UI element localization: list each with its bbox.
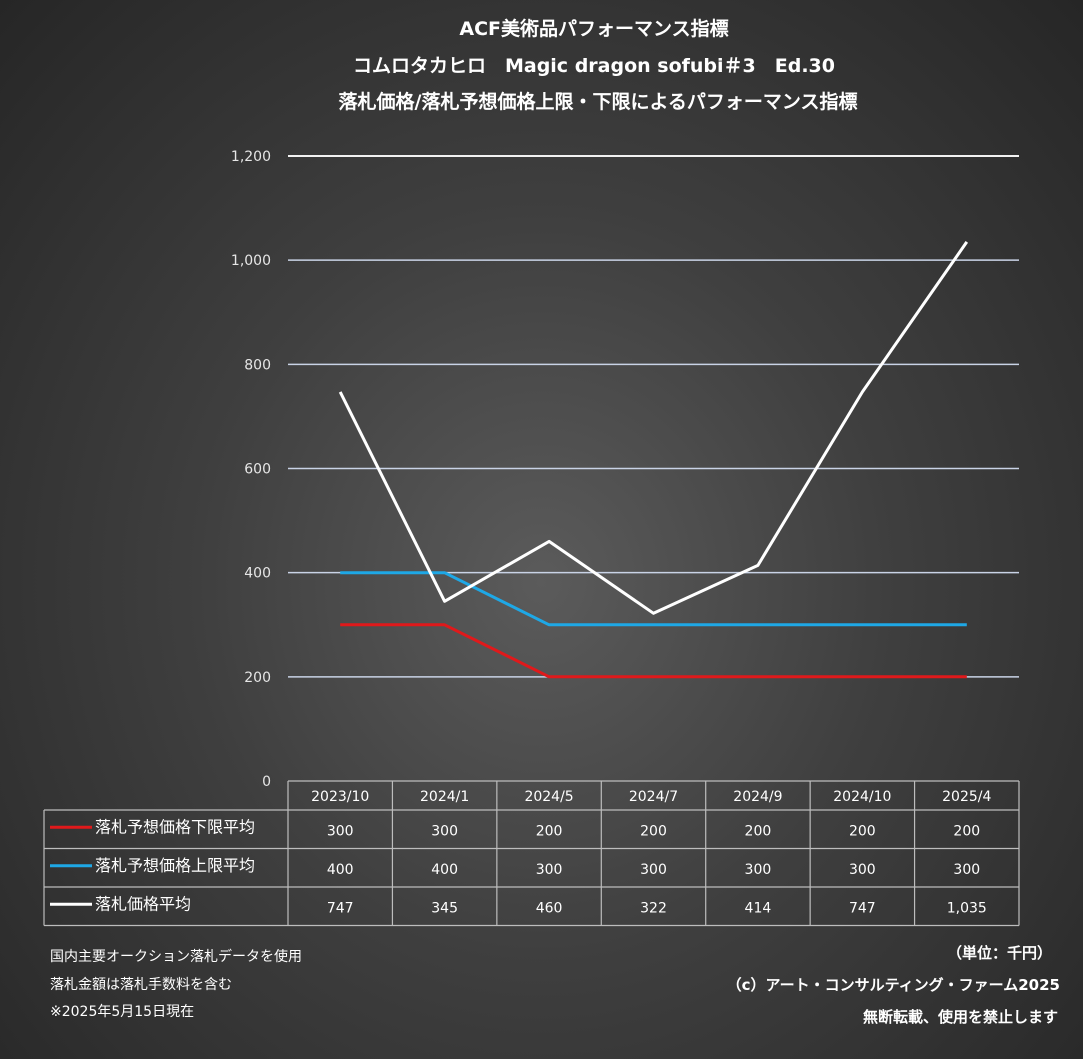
copyright-note: （c）アート・コンサルティング・ファーム2025 <box>727 976 1060 994</box>
data-cell: 200 <box>849 823 876 839</box>
notes-left: 国内主要オークション落札データを使用 落札金額は落札手数料を含む ※2025年5… <box>50 948 302 1020</box>
data-cell: 300 <box>745 862 772 878</box>
series-line-0 <box>340 623 967 679</box>
data-cell: 300 <box>327 823 354 839</box>
title-line-3: 落札価格/落札予想価格上限・下限によるパフォーマンス指標 <box>339 90 858 113</box>
data-cell: 400 <box>431 862 458 878</box>
data-cell: 200 <box>745 823 772 839</box>
data-table: 2023/10 2024/1 2024/5 2024/7 2024/9 2024/10 20… <box>43 780 1020 927</box>
y-tick-label: 1,000 <box>231 253 271 269</box>
category-label: 2024/7 <box>629 789 678 805</box>
legend-label: 落札予想価格上限平均 <box>95 856 255 875</box>
data-cell: 747 <box>849 900 876 916</box>
notes-right: （単位：千円） （c）アート・コンサルティング・ファーム2025 無断転載、使用… <box>727 944 1060 1026</box>
category-label: 2023/10 <box>311 789 369 805</box>
y-tick-label: 0 <box>262 774 271 790</box>
unit-note: （単位：千円） <box>947 944 1052 962</box>
data-cell: 200 <box>953 823 980 839</box>
y-tick-label: 200 <box>244 670 271 686</box>
note-as-of-date: ※2025年5月15日現在 <box>50 1004 194 1020</box>
chart-title: ACF美術品パフォーマンス指標 コムロタカヒロ Magic dragon sof… <box>339 17 858 113</box>
title-line-2: コムロタカヒロ Magic dragon sofubi＃3 Ed.30 <box>353 55 835 77</box>
y-tick-label: 800 <box>244 357 271 373</box>
category-label: 2025/4 <box>942 789 991 805</box>
series-line-1 <box>340 571 967 627</box>
data-cell: 1,035 <box>947 900 987 916</box>
data-cell: 300 <box>640 862 667 878</box>
series-line-2 <box>338 241 969 615</box>
y-tick-label: 1,200 <box>231 149 271 165</box>
data-cell: 300 <box>953 862 980 878</box>
legend-label: 落札予想価格下限平均 <box>95 817 255 836</box>
note-data-source: 国内主要オークション落札データを使用 <box>50 948 302 965</box>
data-cell: 414 <box>745 900 772 916</box>
legend-label: 落札価格平均 <box>95 894 191 913</box>
category-label: 2024/5 <box>524 789 573 805</box>
gridlines <box>288 155 1019 678</box>
category-label: 2024/9 <box>733 789 782 805</box>
data-cell: 747 <box>327 900 354 916</box>
data-cell: 300 <box>849 862 876 878</box>
category-label: 2024/10 <box>833 789 891 805</box>
title-line-1: ACF美術品パフォーマンス指標 <box>459 17 728 40</box>
data-cell: 460 <box>536 900 563 916</box>
y-tick-label: 400 <box>244 566 271 582</box>
y-axis-tick-labels: 0 200 400 600 800 1,000 1,200 <box>231 149 271 790</box>
data-cell: 200 <box>640 823 667 839</box>
category-label: 2024/1 <box>420 789 469 805</box>
data-cell: 345 <box>431 900 458 916</box>
data-cell: 322 <box>640 900 667 916</box>
y-tick-label: 600 <box>244 462 271 478</box>
data-cell: 300 <box>431 823 458 839</box>
series-lines <box>338 241 969 679</box>
data-cell: 200 <box>536 823 563 839</box>
data-cell: 400 <box>327 862 354 878</box>
note-fee-included: 落札金額は落札手数料を含む <box>50 977 232 993</box>
no-reproduction-note: 無断転載、使用を禁止します <box>863 1008 1058 1026</box>
data-cell: 300 <box>536 862 563 878</box>
